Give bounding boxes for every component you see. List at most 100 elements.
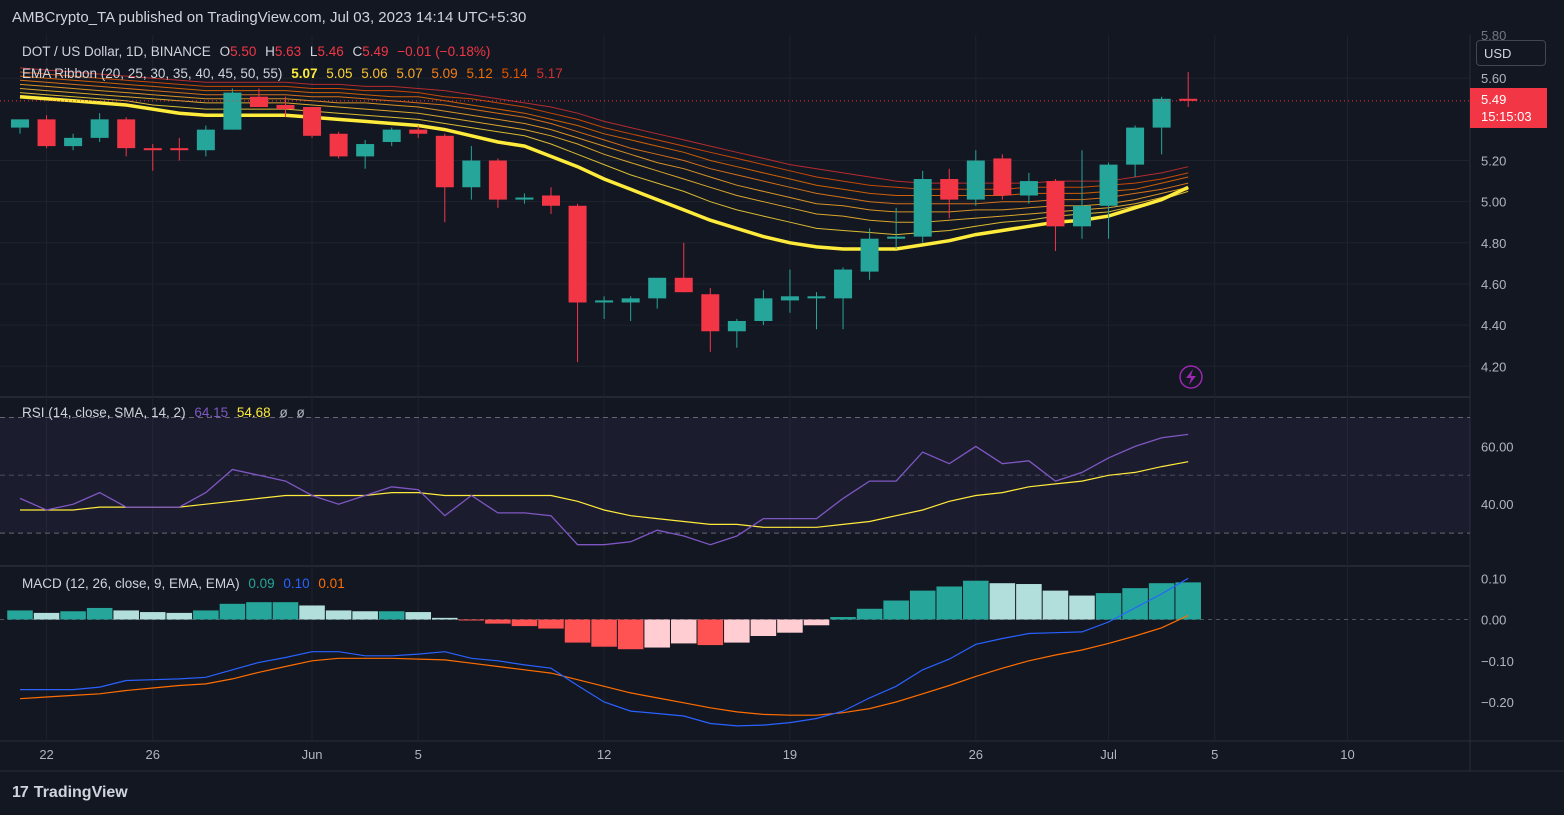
macd-legend[interactable]: MACD (12, 26, close, 9, EMA, EMA) 0.09 0… (22, 576, 350, 591)
rsi-extra-2: ø (296, 405, 305, 420)
price-tick-label: 5.00 (1481, 195, 1506, 210)
time-tick-label: 19 (783, 747, 797, 762)
currency-selector[interactable]: USD (1476, 40, 1546, 66)
rsi-legend[interactable]: RSI (14, close, SMA, 14, 2) 64.15 54.68 … (22, 405, 310, 420)
ema-35-line (19, 83, 1189, 213)
tradingview-logo-text: TradingView (33, 784, 128, 801)
macd-line-value: 0.10 (283, 576, 310, 591)
publish-header: AMBCrypto_TA published on TradingView.co… (12, 9, 527, 26)
symbol-label[interactable]: DOT / US Dollar, 1D, BINANCE (22, 44, 211, 59)
macd-histogram-bar (511, 619, 538, 627)
macd-histogram-bar (830, 617, 856, 620)
candle-body (1179, 98, 1198, 101)
time-tick-label: 5 (1211, 747, 1218, 762)
lightning-icon-bolt (1186, 369, 1196, 385)
candle-body (11, 119, 29, 128)
last-price-tag: 5.49 15:15:03 (1470, 88, 1547, 128)
candle-body (37, 119, 56, 147)
macd-histogram-bar (591, 619, 617, 647)
macd-histogram-bar (803, 619, 830, 626)
candle-body (542, 195, 560, 206)
macd-histogram-bar (883, 600, 909, 620)
candle-body (1046, 181, 1065, 227)
axis-layer: 5.60 5.20 5.00 4.80 4.60 4.40 4.20 5.80 60.00 40.… (39, 28, 1514, 762)
candle-body (462, 160, 481, 188)
candle-body (701, 294, 720, 332)
ema-legend[interactable]: EMA Ribbon (20, 25, 30, 35, 40, 45, 50, … (22, 66, 568, 81)
macd-histogram-bar (644, 619, 670, 648)
macd-histogram-bar (777, 619, 803, 633)
ema-45-line (19, 75, 1189, 196)
macd-histogram-bar (1095, 593, 1122, 620)
change-value: −0.01 (−0.18%) (397, 44, 491, 59)
candle-body (249, 96, 268, 108)
candle-body (223, 92, 242, 130)
macd-histogram-bar (7, 610, 33, 620)
decoration-layer (1179, 365, 1203, 389)
macd-tick-label: −0.20 (1481, 695, 1514, 710)
macd-histogram-bar (1069, 595, 1095, 620)
macd-histogram-bar (963, 580, 989, 620)
macd-label[interactable]: MACD (12, 26, close, 9, EMA, EMA) (22, 576, 240, 591)
ema-label[interactable]: EMA Ribbon (20, 25, 30, 35, 40, 45, 50, … (22, 66, 283, 81)
candle-body (276, 104, 295, 110)
last-price-value: 5.49 (1481, 92, 1507, 107)
rsi-label[interactable]: RSI (14, close, SMA, 14, 2) (22, 405, 186, 420)
bar-countdown: 15:15:03 (1481, 109, 1532, 124)
macd-tick-label: −0.10 (1481, 654, 1514, 669)
rsi-tick-label: 40.00 (1481, 497, 1514, 512)
candle-body (356, 144, 375, 157)
tradingview-logo[interactable]: 17 TradingView (12, 784, 128, 802)
candle-body (621, 298, 640, 303)
macd-histogram-bar (538, 619, 564, 629)
time-tick-label: Jul (1100, 747, 1117, 762)
tradingview-logo-icon: 17 (12, 784, 29, 801)
macd-histogram-bar (458, 619, 485, 621)
candle-body (488, 160, 507, 200)
macd-signal-value: 0.01 (318, 576, 345, 591)
time-tick-label: 26 (969, 747, 983, 762)
candle-layer (0, 72, 1470, 363)
candle-body (329, 133, 348, 157)
macd-histogram-bar (219, 603, 246, 620)
candle-body (860, 238, 879, 272)
macd-histogram-bar (378, 611, 405, 620)
price-tick-label: 4.60 (1481, 277, 1506, 292)
rsi-line (19, 433, 1189, 546)
open-value: 5.50 (230, 44, 257, 59)
candle-body (674, 277, 693, 293)
macd-histogram-bar (750, 619, 777, 636)
macd-histogram-bar (272, 602, 299, 620)
candle-body (780, 296, 799, 301)
lightning-icon[interactable] (1179, 365, 1203, 389)
indicator-layer (7, 433, 1201, 727)
candle-body (1073, 205, 1091, 227)
candle-body (754, 298, 773, 321)
ema-30-line (19, 88, 1189, 223)
ema-20-line (19, 94, 1189, 251)
high-label: H (265, 44, 275, 59)
time-tick-label: 5 (415, 747, 422, 762)
macd-histogram-bar (246, 602, 272, 620)
macd-tick-label: 0.10 (1481, 571, 1506, 586)
ema-value-45: 5.12 (466, 66, 493, 81)
macd-hist-value: 0.09 (248, 576, 275, 591)
ema-value-35: 5.07 (396, 66, 423, 81)
macd-histogram-bar (564, 619, 591, 643)
price-legend[interactable]: DOT / US Dollar, 1D, BINANCE O5.50 H5.63… (22, 44, 495, 59)
macd-histogram-bar (485, 619, 511, 624)
rsi-band-layer (0, 416, 1470, 620)
macd-histogram-bar (909, 590, 936, 620)
ema-value-50: 5.14 (501, 66, 528, 81)
macd-histogram-bar (193, 610, 219, 620)
candle-body (170, 148, 189, 151)
candle-body (303, 107, 322, 136)
ema-value-55: 5.17 (536, 66, 563, 81)
ema-ribbon-layer (19, 67, 1189, 251)
macd-histogram-bar (113, 610, 139, 620)
candle-body (807, 296, 826, 299)
candle-body (595, 300, 614, 303)
candle-body (834, 269, 853, 299)
macd-histogram-bar (989, 583, 1016, 620)
